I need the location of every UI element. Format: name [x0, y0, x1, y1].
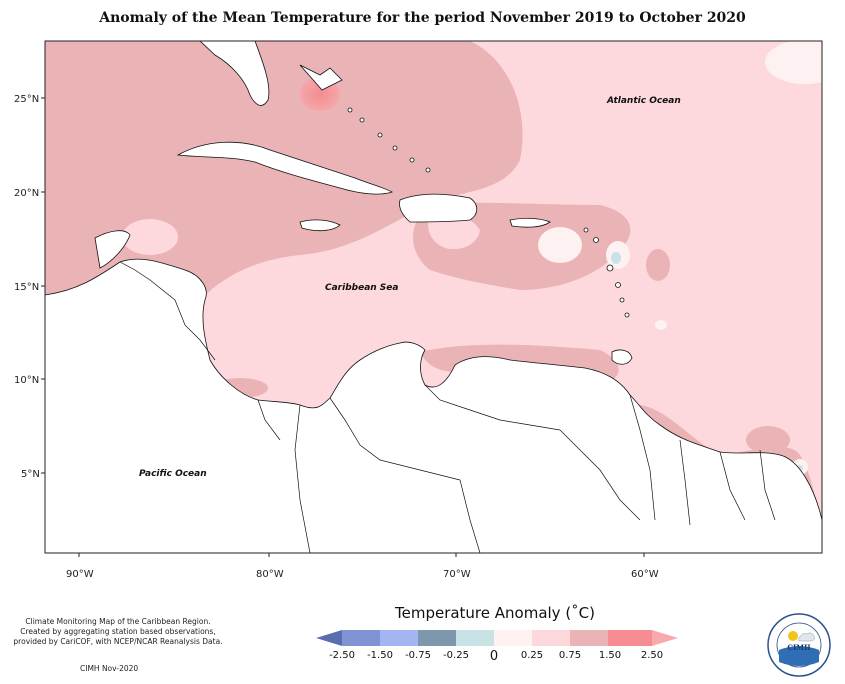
legend-tick: 0 [490, 649, 498, 664]
cimh-logo: CIMH [767, 613, 831, 677]
legend-tick: -2.50 [329, 650, 355, 661]
lon-label-80: 80°W [256, 569, 284, 580]
land-masses [45, 41, 822, 553]
region-label-atlantic: Atlantic Ocean [606, 96, 681, 106]
legend-title: Temperature Anomaly (˚C) [394, 604, 596, 622]
country-borders [119, 261, 776, 553]
region-label-pacific: Pacific Ocean [139, 469, 207, 479]
legend-tick: -0.25 [443, 650, 469, 661]
credits-date: CIMH Nov-2020 [80, 664, 139, 673]
legend-swatch [608, 630, 652, 646]
credits: Climate Monitoring Map of the Caribbean … [8, 617, 228, 647]
legend-tick: 0.25 [521, 650, 543, 661]
region-label-caribbean: Caribbean Sea [325, 283, 398, 293]
credits-line: Created by aggregating station based obs… [20, 627, 216, 636]
legend-swatch [532, 630, 570, 646]
legend-swatch [380, 630, 418, 646]
lon-label-60: 60°W [631, 569, 659, 580]
lat-label-5: 5°N [21, 469, 40, 480]
legend-colorbar: -2.50 -1.50 -0.75 -0.25 0 0.25 0.75 1.50… [316, 630, 678, 664]
map-frame [44, 40, 823, 554]
lon-label-70: 70°W [443, 569, 471, 580]
lat-label-20: 20°N [14, 188, 39, 199]
legend-tick: 1.50 [599, 650, 621, 661]
legend-tick: 0.75 [559, 650, 581, 661]
legend-swatch [456, 630, 494, 646]
legend-swatch [570, 630, 608, 646]
legend-tick: 2.50 [641, 650, 663, 661]
lat-label-10: 10°N [14, 375, 39, 386]
anomaly-field [45, 41, 822, 553]
legend-tick: -1.50 [367, 650, 393, 661]
legend-swatch [494, 630, 532, 646]
logo-text: CIMH [787, 643, 811, 652]
lat-label-15: 15°N [14, 282, 39, 293]
map-title: Anomaly of the Mean Temperature for the … [99, 10, 746, 26]
credits-line: Climate Monitoring Map of the Caribbean … [25, 617, 211, 626]
legend-swatch-min [316, 630, 342, 646]
credits-line: provided by CariCOF, with NCEP/NCAR Rean… [13, 637, 223, 646]
legend-swatch [418, 630, 456, 646]
legend-swatch [342, 630, 380, 646]
lon-label-90: 90°W [66, 569, 94, 580]
legend-tick: -0.75 [405, 650, 431, 661]
lat-label-25: 25°N [14, 94, 39, 105]
legend-swatch-max [652, 630, 678, 646]
